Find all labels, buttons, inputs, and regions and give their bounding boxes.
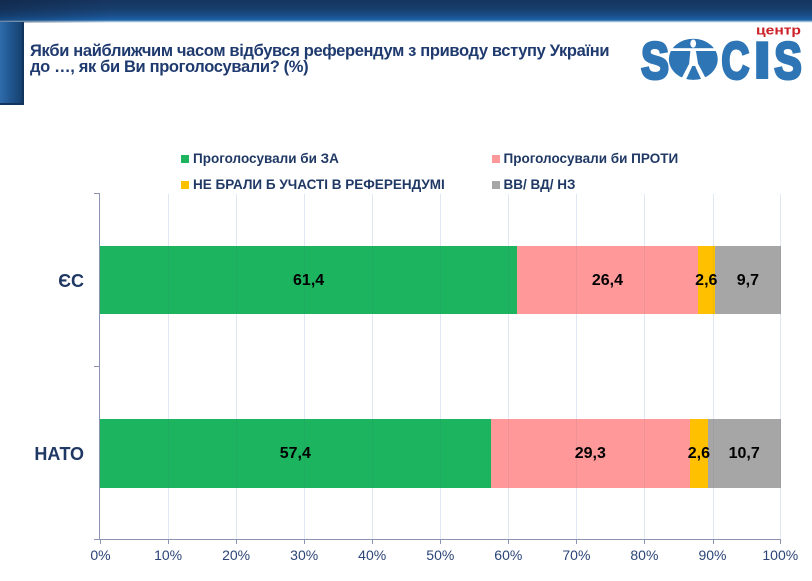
svg-text:S: S [774,33,802,89]
svg-text:S: S [641,33,669,89]
svg-text:C: C [721,33,749,89]
svg-text:центр: центр [756,26,801,38]
